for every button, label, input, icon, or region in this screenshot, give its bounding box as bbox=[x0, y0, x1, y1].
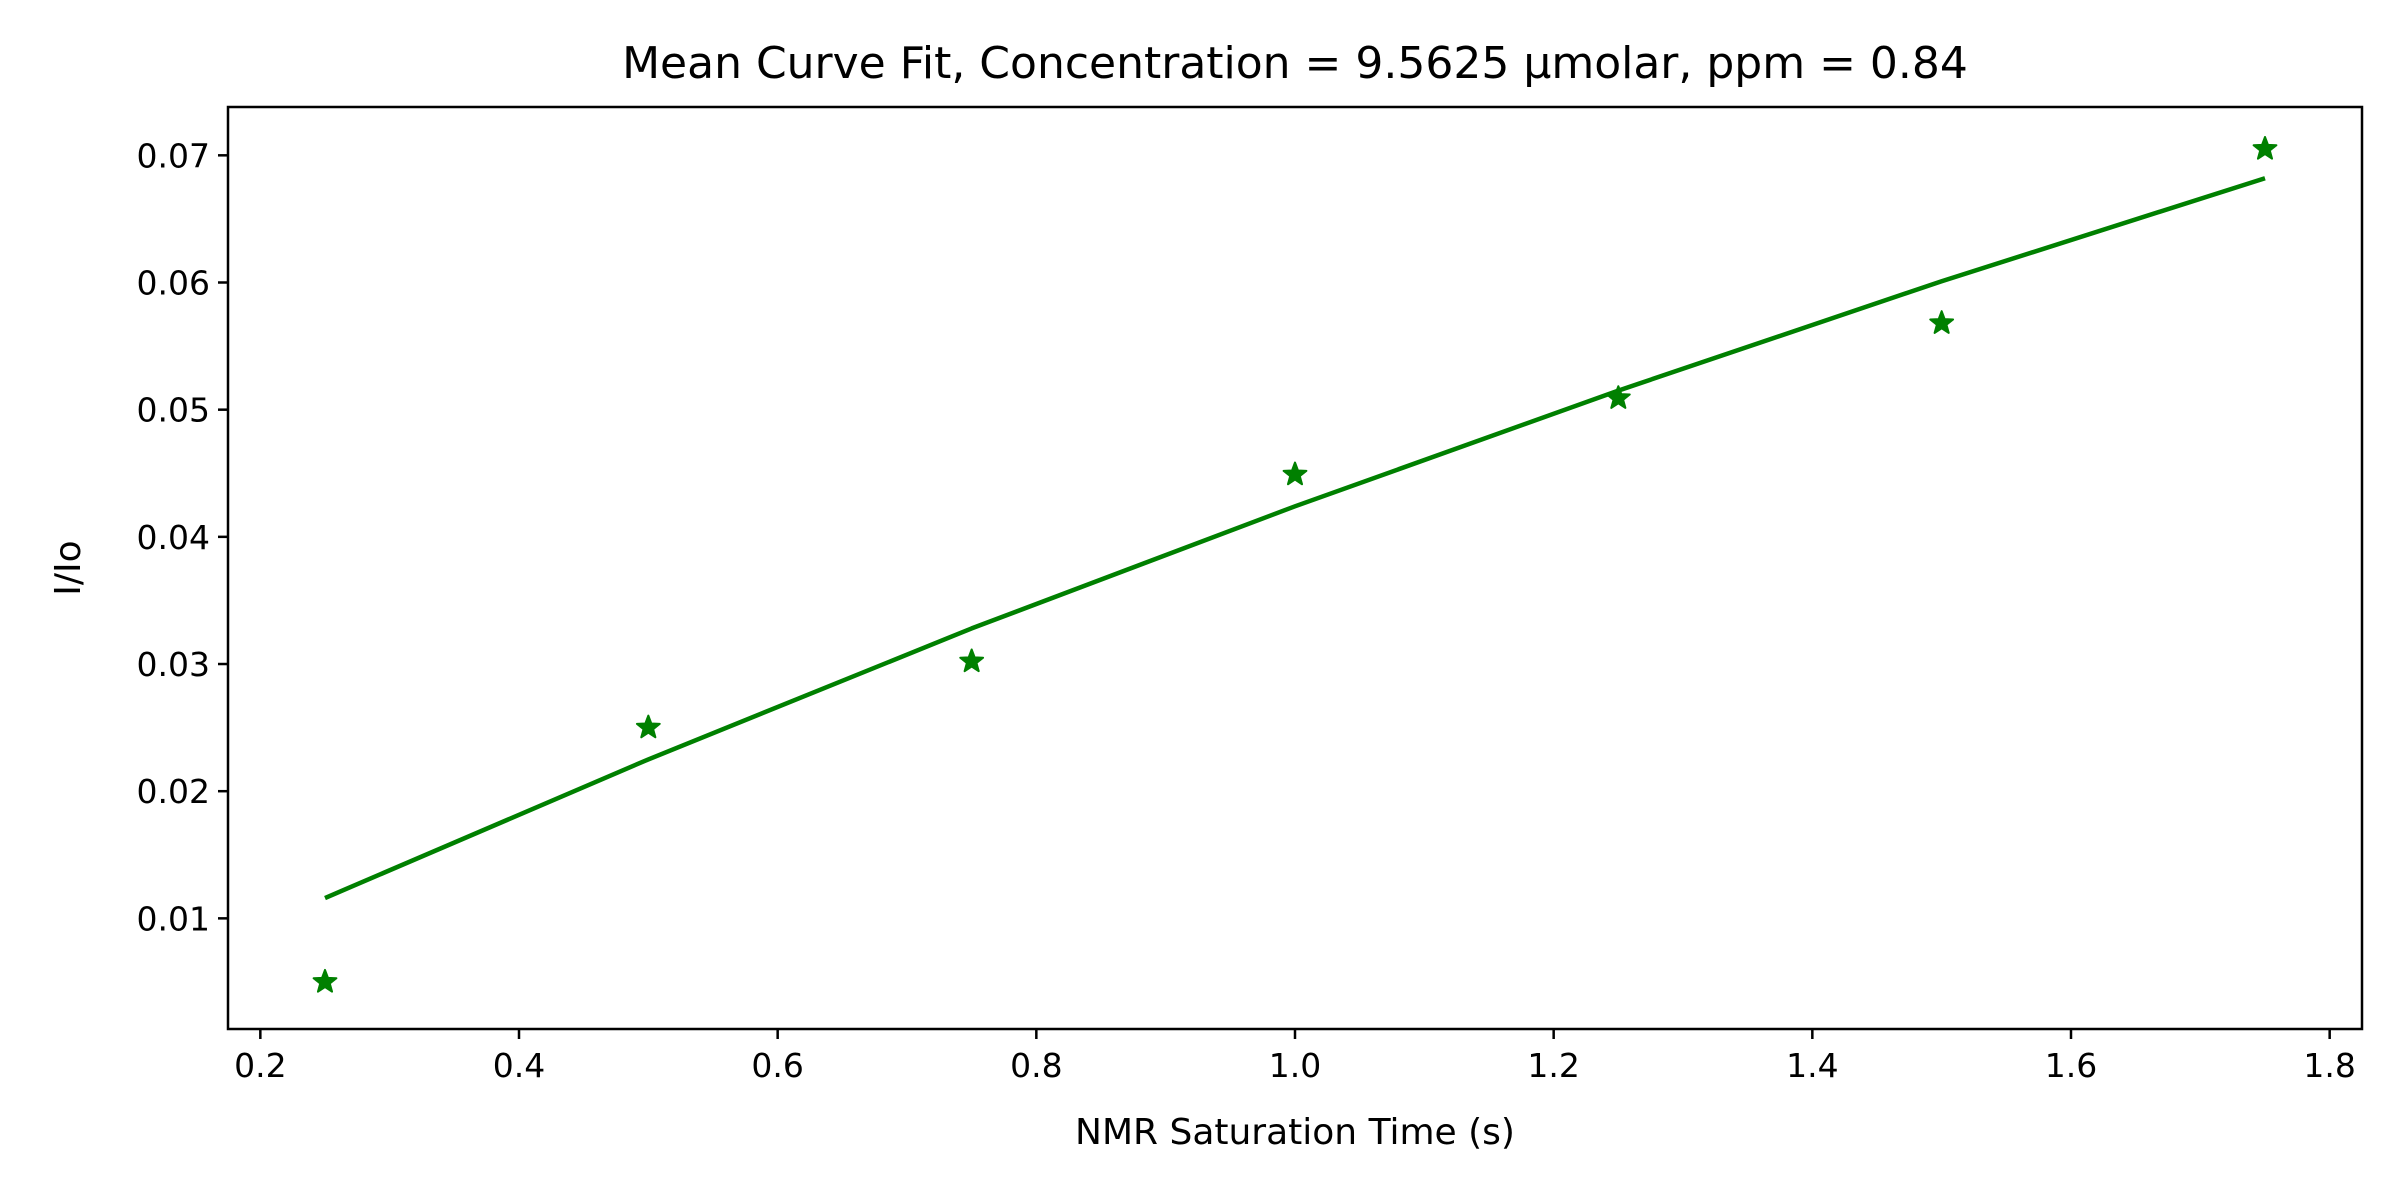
data-point-star bbox=[2252, 135, 2278, 160]
x-tick-label: 0.2 bbox=[234, 1046, 286, 1085]
x-tick-label: 1.2 bbox=[1527, 1046, 1579, 1085]
x-axis-label: NMR Saturation Time (s) bbox=[1075, 1112, 1515, 1153]
y-axis-ticks: 0.01 0.02 0.03 0.04 0.05 0.06 0.07 bbox=[137, 136, 228, 938]
x-tick-label: 0.4 bbox=[493, 1046, 545, 1085]
data-point-star bbox=[312, 968, 338, 993]
y-tick-label: 0.01 bbox=[137, 899, 210, 938]
data-point-star bbox=[959, 648, 985, 673]
x-tick-label: 1.8 bbox=[2303, 1046, 2355, 1085]
y-axis-label: I/Io bbox=[48, 540, 89, 595]
y-tick-label: 0.04 bbox=[137, 518, 210, 557]
series-layer bbox=[312, 135, 2278, 993]
y-tick-label: 0.05 bbox=[137, 391, 210, 430]
chart-title: Mean Curve Fit, Concentration = 9.5625 µ… bbox=[622, 38, 1968, 89]
data-point-star bbox=[1929, 310, 1955, 334]
data-point-star bbox=[1282, 461, 1308, 486]
y-tick-label: 0.07 bbox=[137, 136, 210, 175]
x-tick-label: 0.6 bbox=[751, 1046, 803, 1085]
plot-frame bbox=[226, 105, 2364, 1031]
x-tick-label: 0.8 bbox=[1010, 1046, 1062, 1085]
x-tick-label: 1.6 bbox=[2045, 1046, 2097, 1085]
y-tick-label: 0.03 bbox=[137, 645, 210, 684]
y-tick-label: 0.02 bbox=[137, 772, 210, 811]
data-point-star bbox=[635, 714, 661, 739]
x-tick-label: 1.4 bbox=[1786, 1046, 1838, 1085]
y-tick-label: 0.06 bbox=[137, 263, 210, 302]
x-tick-label: 1.0 bbox=[1269, 1046, 1321, 1085]
fit-line bbox=[324, 176, 2266, 901]
x-axis-ticks: 0.2 0.4 0.6 0.8 1.0 1.2 1.4 1.6 1.8 bbox=[234, 1029, 2356, 1085]
